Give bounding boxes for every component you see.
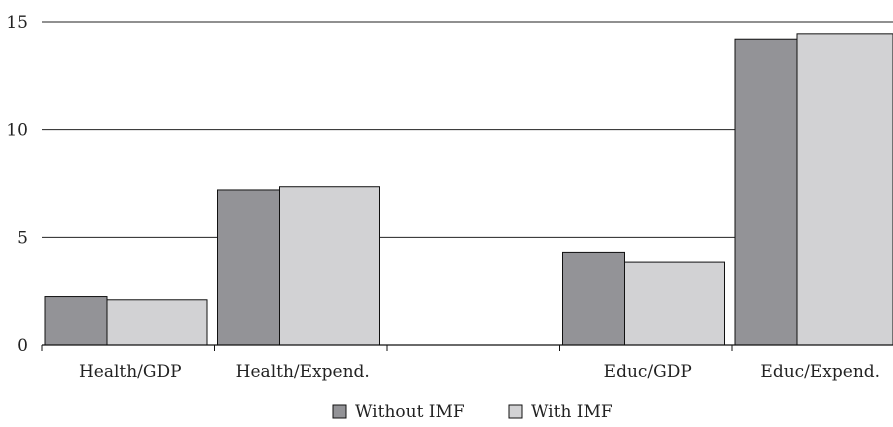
x-axis: Health/GDP Health/Expend. Educ/GDP Educ/Exp… [41,344,893,382]
legend-swatch-0 [332,404,347,419]
bar-with-imf-3 [624,261,725,346]
legend-swatch-1 [508,404,523,419]
y-tick-label-0: 0 [17,336,28,356]
legend-label-1: With IMF [531,402,613,422]
legend-label-0: Without IMF [355,402,465,422]
y-tick-label-15: 15 [6,13,28,33]
y-axis-ticks: 0 5 10 15 [6,13,28,356]
bar-with-imf-4 [796,33,893,346]
category-label-4: Educ/Expend. [760,362,880,382]
legend: Without IMF With IMF [332,402,613,422]
bar-without-imf-0 [44,296,108,346]
bars [44,33,893,346]
y-tick-label-10: 10 [6,121,28,141]
category-label-3: Educ/GDP [604,362,692,382]
bar-without-imf-3 [562,251,625,346]
category-label-1: Health/Expend. [236,362,370,382]
y-tick-label-5: 5 [17,228,28,248]
bar-without-imf-1 [217,189,280,346]
category-label-0: Health/GDP [79,362,182,382]
bar-with-imf-1 [279,186,380,346]
bar-with-imf-0 [106,299,208,346]
bar-without-imf-4 [734,38,798,346]
